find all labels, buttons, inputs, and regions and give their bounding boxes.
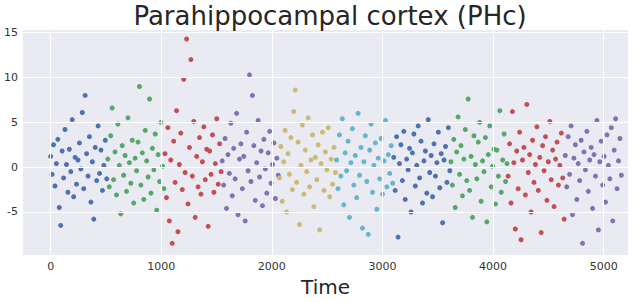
svg-text:4000: 4000 (479, 260, 507, 273)
svg-text:1000: 1000 (147, 260, 175, 273)
svg-text:-5: -5 (7, 205, 18, 218)
svg-text:5: 5 (11, 116, 18, 129)
svg-text:10: 10 (4, 71, 18, 84)
svg-text:Parahippocampal cortex (PHc): Parahippocampal cortex (PHc) (133, 1, 526, 31)
svg-text:0: 0 (11, 161, 18, 174)
svg-text:0: 0 (47, 260, 54, 273)
svg-text:5000: 5000 (590, 260, 618, 273)
svg-text:Time: Time (300, 275, 350, 299)
svg-text:15: 15 (4, 26, 18, 39)
svg-text:3000: 3000 (368, 260, 396, 273)
svg-text:2000: 2000 (258, 260, 286, 273)
